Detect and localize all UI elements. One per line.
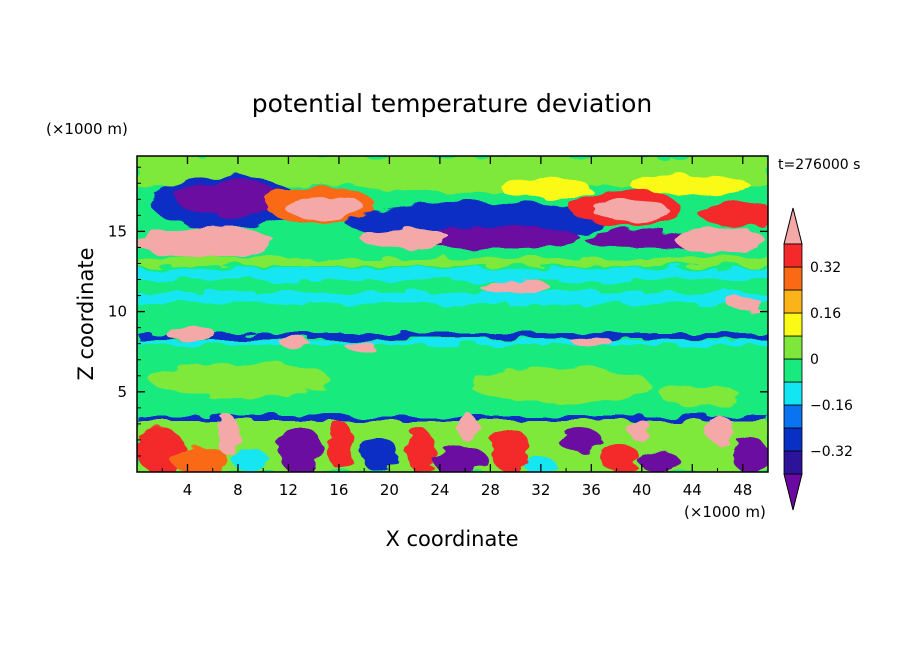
x-tick-label: 44 <box>683 481 702 499</box>
colorbar-box <box>783 404 803 429</box>
colorbar-tick-label: 0.32 <box>810 260 841 276</box>
colorbar-box <box>783 243 803 268</box>
chart-title: potential temperature deviation <box>252 89 652 118</box>
x-unit-label: (×1000 m) <box>684 503 766 521</box>
x-axis-ticks: 4 8 12 16 20 24 28 32 36 40 44 48 <box>161 156 752 499</box>
x-tick-label: 28 <box>481 481 500 499</box>
colorbar-tick-label: 0 <box>810 352 819 368</box>
heatmap-field <box>137 156 768 472</box>
y-axis-label: Z coordinate <box>74 247 98 380</box>
colorbar-lower-extension <box>783 473 803 511</box>
colorbar-tick-label: −0.16 <box>810 398 853 414</box>
colorbar-box <box>783 381 803 406</box>
x-tick-label: 36 <box>582 481 601 499</box>
x-tick-label: 48 <box>733 481 752 499</box>
y-tick-label: 15 <box>108 222 127 240</box>
colorbar-box <box>783 289 803 314</box>
colorbar-box <box>783 266 803 291</box>
colorbar-box <box>783 427 803 452</box>
colorbar-upper-extension <box>783 207 803 245</box>
colorbar: 0.32 0.16 0 −0.16 −0.32 <box>783 207 853 511</box>
colorbar-box <box>783 312 803 337</box>
x-tick-label: 16 <box>329 481 348 499</box>
x-tick-label: 40 <box>632 481 651 499</box>
time-label: t=276000 s <box>778 157 860 173</box>
y-tick-label: 10 <box>108 303 127 321</box>
x-tick-label: 4 <box>183 481 193 499</box>
y-axis-ticks: 5 10 15 <box>108 166 768 457</box>
colorbar-tick-label: 0.16 <box>810 306 841 322</box>
x-axis-label: X coordinate <box>385 527 518 551</box>
colorbar-box <box>783 358 803 383</box>
x-tick-label: 20 <box>380 481 399 499</box>
colorbar-box <box>783 335 803 360</box>
colorbar-tick-label: −0.32 <box>810 444 853 460</box>
x-tick-label: 12 <box>279 481 298 499</box>
plot-frame <box>136 155 769 473</box>
colorbar-box <box>783 450 803 475</box>
y-unit-label: (×1000 m) <box>46 120 128 138</box>
y-tick-label: 5 <box>117 383 127 401</box>
x-tick-label: 24 <box>430 481 449 499</box>
x-tick-label: 8 <box>233 481 243 499</box>
x-tick-label: 32 <box>531 481 550 499</box>
